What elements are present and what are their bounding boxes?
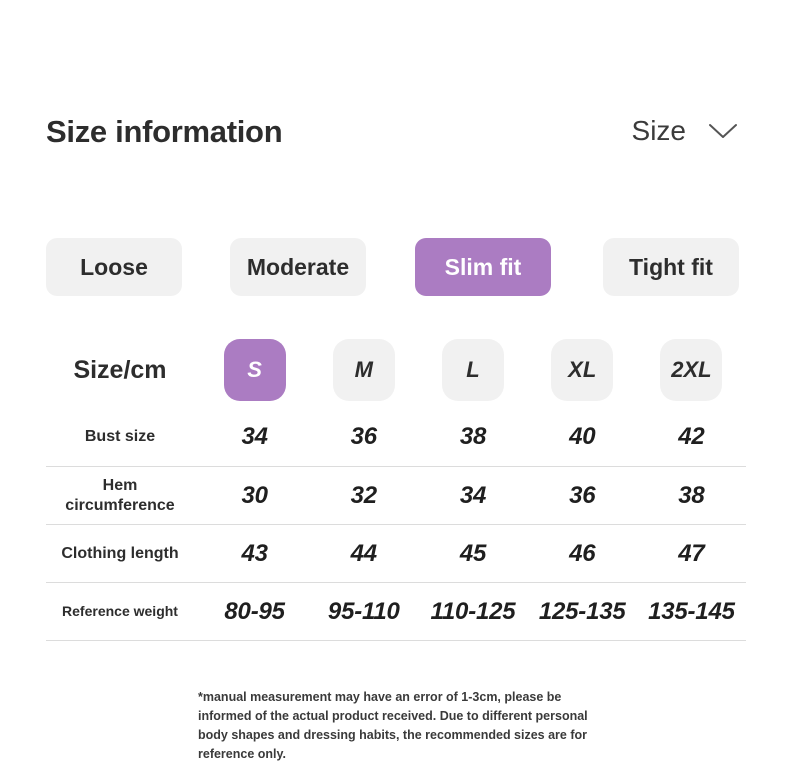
size-dropdown[interactable]: Size [632,117,744,145]
size-chip-2xl[interactable]: 2XL [660,339,723,401]
table-row: Bust size 34 36 38 40 42 [46,408,746,466]
size-unit-label: Size/cm [73,355,167,384]
size-chip-l[interactable]: L [442,339,504,401]
table-cell: 30 [241,481,268,509]
size-chip-label: S [247,357,262,382]
table-bottom-divider [46,640,746,641]
size-dropdown-label: Size [631,115,686,146]
row-label-bust-size: Bust size [84,428,156,446]
table-cell: 43 [241,539,268,567]
table-cell: 38 [678,481,705,509]
fit-option-label: Loose [80,253,148,280]
size-chip-label: L [466,357,480,382]
fit-option-moderate[interactable]: Moderate [230,238,366,296]
size-column-l: L [418,339,527,401]
size-table-header-row: Size/cm S M L XL [46,332,746,408]
table-cell: 45 [459,539,487,567]
table-cell: 40 [569,423,596,450]
measurement-disclaimer: *manual measurement may have an error of… [198,690,588,761]
table-row: Clothing length 43 44 45 46 47 [46,524,746,582]
fit-option-label: Tight fit [629,253,713,280]
row-label-hem-circumference: Hem circumference [65,476,175,514]
table-cell: 34 [459,481,487,509]
page-title: Size information [46,113,283,149]
table-row: Hem circumference 30 32 34 36 38 [46,466,746,524]
size-chip-label: XL [568,357,597,382]
table-cell: 38 [459,423,487,450]
size-table: Size/cm S M L XL [46,332,746,641]
table-cell: 36 [350,423,377,450]
chevron-down-icon [708,122,738,140]
table-cell: 36 [569,481,596,509]
fit-option-label: Slim fit [444,253,522,280]
table-cell: 32 [350,481,377,509]
fit-option-loose[interactable]: Loose [46,238,182,296]
size-chip-m[interactable]: M [332,339,395,401]
fit-options-group: Loose Moderate Slim fit Tight fit [46,238,744,296]
table-cell: 47 [678,539,705,567]
table-cell: 42 [678,423,705,450]
size-column-xl: XL [528,339,637,401]
fit-option-tight-fit[interactable]: Tight fit [603,238,739,296]
row-label-reference-weight: Reference weight [62,602,178,619]
table-cell: 44 [350,539,377,567]
size-column-2xl: 2XL [637,339,746,401]
fit-option-slim-fit[interactable]: Slim fit [415,238,551,296]
table-cell: 46 [569,539,596,567]
size-column-s: S [200,339,309,401]
size-chip-label: 2XL [671,357,712,382]
size-chip-s[interactable]: S [223,339,286,401]
size-chip-xl[interactable]: XL [551,339,614,401]
panel-header: Size information Size [46,100,744,162]
table-cell: 125-135 [538,597,626,625]
size-chip-label: M [354,357,373,382]
size-column-m: M [309,339,418,401]
row-label-clothing-length: Clothing length [61,544,179,562]
table-row: Reference weight 80-95 95-110 110-125 12… [46,582,746,640]
table-cell: 95-110 [327,597,400,625]
table-cell: 34 [241,423,268,450]
fit-option-label: Moderate [246,253,350,280]
table-cell: 110-125 [430,597,516,625]
table-cell: 135-145 [648,597,735,625]
table-cell: 80-95 [224,597,285,625]
